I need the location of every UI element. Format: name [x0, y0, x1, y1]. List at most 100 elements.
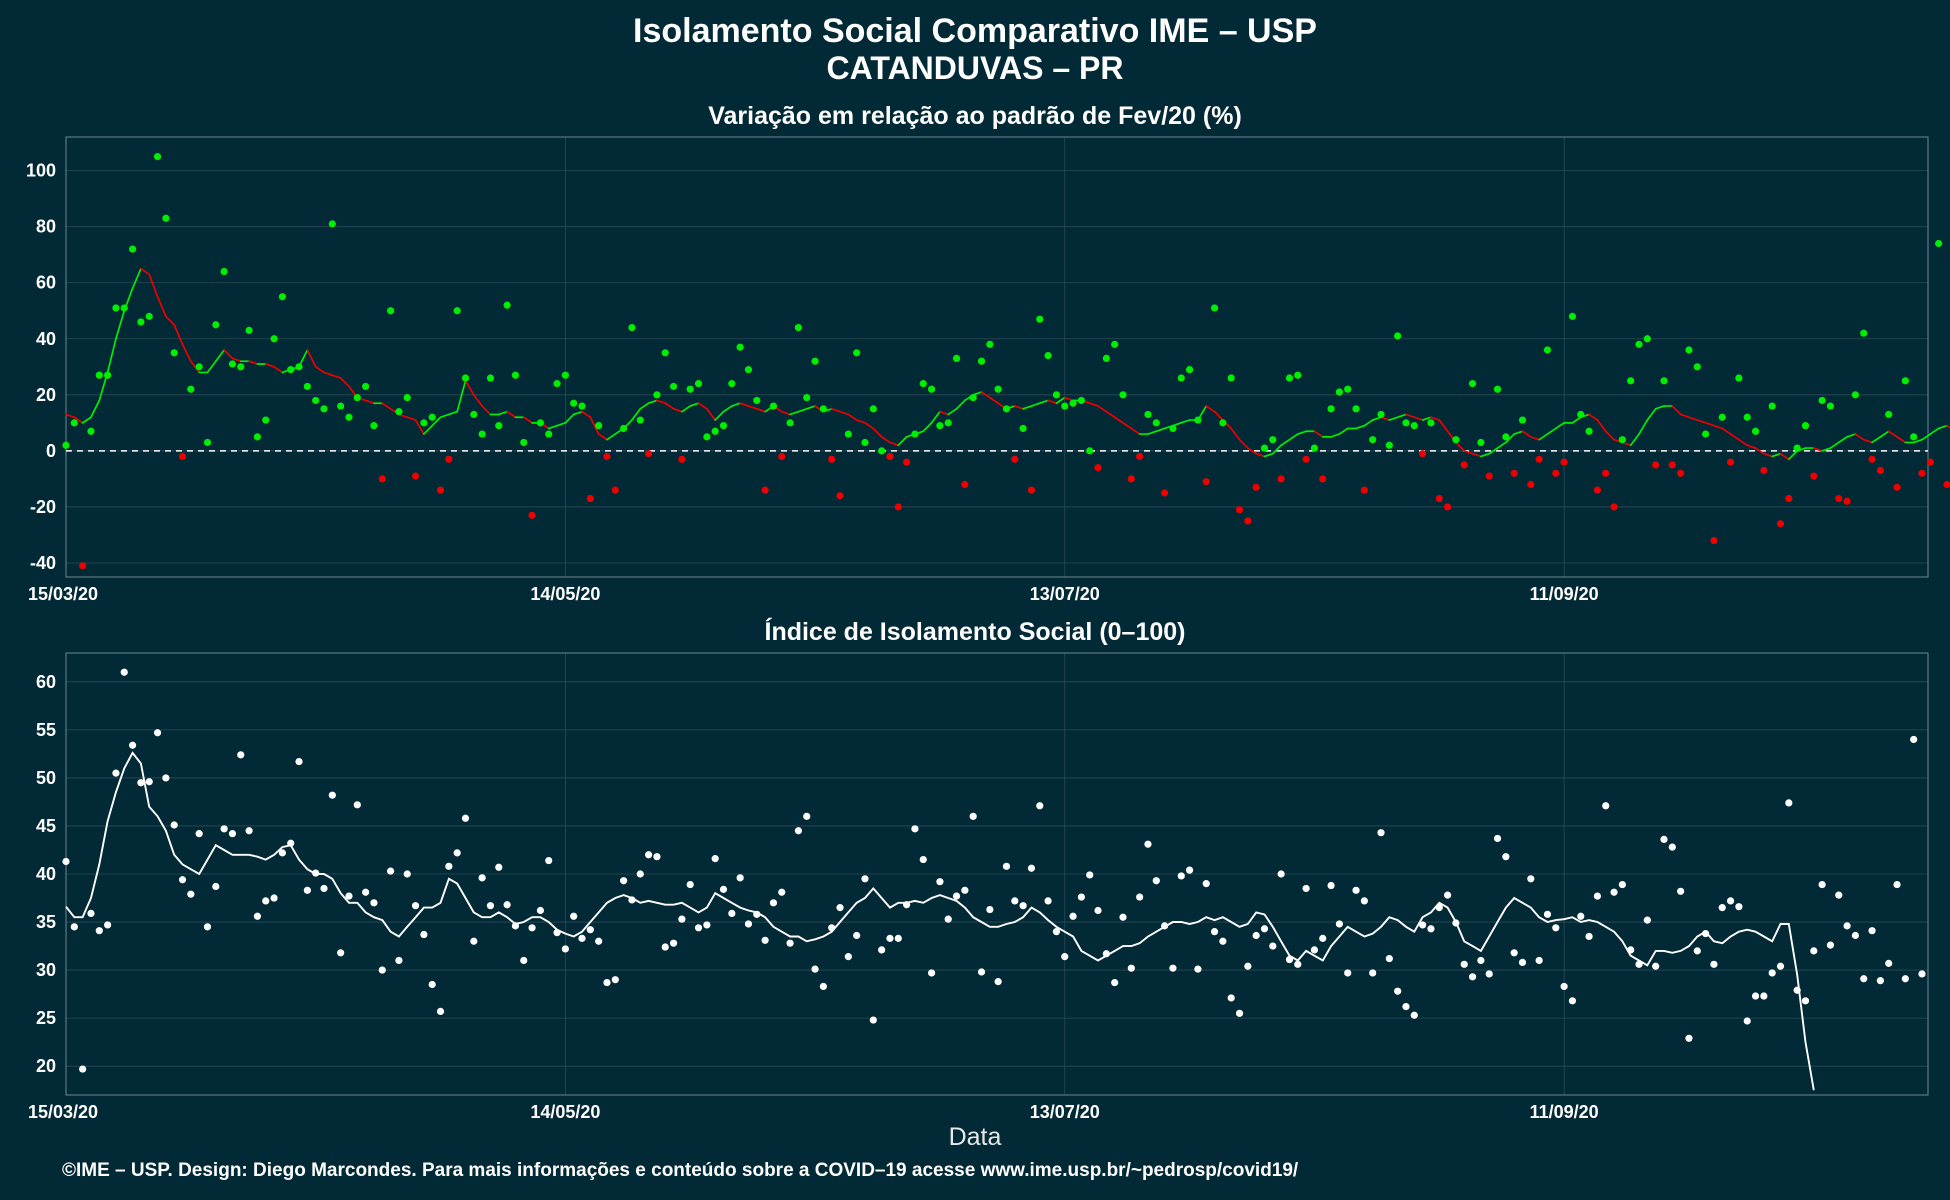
data-point: [520, 956, 528, 965]
data-point: [653, 853, 661, 861]
rolling-mean-segment: [1879, 430, 1890, 438]
data-point: [911, 430, 919, 438]
data-point: [1086, 871, 1094, 879]
data-point: [1377, 829, 1385, 837]
data-point: [861, 875, 869, 883]
data-point: [1510, 949, 1518, 957]
data-point: [1677, 887, 1685, 895]
data-point: [1119, 391, 1127, 399]
data-point: [1510, 469, 1518, 477]
rolling-mean-segment: [339, 377, 350, 388]
rolling-mean-segment: [1230, 427, 1241, 441]
data-point: [1219, 419, 1227, 427]
data-point: [1260, 925, 1269, 933]
rolling-mean-segment: [73, 416, 84, 424]
rolling-mean-segment: [522, 416, 533, 424]
rolling-mean-segment: [1671, 405, 1682, 416]
rolling-mean-segment: [589, 416, 600, 435]
data-point: [645, 851, 653, 859]
data-point: [961, 886, 969, 894]
data-point: [345, 892, 353, 900]
rolling-mean-segment: [830, 407, 841, 413]
data-point: [1102, 950, 1110, 958]
data-point: [137, 779, 145, 787]
data-point: [1535, 455, 1543, 463]
rolling-mean-segment: [497, 410, 508, 416]
data-point: [395, 956, 403, 965]
rolling-mean-segment: [789, 410, 800, 416]
data-point: [1593, 486, 1602, 494]
data-point: [1552, 924, 1560, 932]
data-point: [1244, 517, 1252, 525]
data-point: [1269, 942, 1277, 950]
data-point: [1360, 897, 1368, 905]
data-point: [445, 862, 453, 870]
data-point: [178, 876, 187, 884]
footer-credits: ©IME – USP. Design: Diego Marcondes. Par…: [62, 1160, 1299, 1181]
data-point: [436, 486, 445, 494]
rolling-mean-segment: [181, 343, 192, 363]
data-point: [1793, 986, 1801, 994]
data-point: [620, 424, 628, 433]
data-point: [1061, 953, 1069, 961]
panel-variation-title: Variação em relação ao padrão de Fev/20 …: [708, 102, 1242, 130]
rolling-mean-segment: [381, 402, 392, 410]
data-point: [1560, 982, 1568, 991]
data-point: [1227, 994, 1235, 1002]
rolling-mean-segment: [306, 349, 317, 368]
rolling-mean-segment: [106, 337, 117, 374]
y-tick-label: 55: [36, 720, 56, 740]
rolling-mean-segment: [456, 379, 467, 413]
data-point: [911, 825, 919, 833]
data-point: [1344, 969, 1352, 977]
rolling-mean-segment: [1155, 427, 1166, 433]
data-point: [1493, 834, 1502, 843]
y-tick-label: 80: [36, 217, 56, 237]
rolling-mean-segment: [248, 360, 259, 365]
rolling-mean-segment: [889, 441, 900, 447]
y-tick-label: 40: [36, 329, 56, 349]
data-point: [1652, 962, 1660, 970]
data-point: [245, 827, 253, 835]
data-point: [312, 396, 320, 405]
x-axis-label: Data: [948, 1123, 1002, 1151]
rolling-mean-segment: [1396, 413, 1407, 419]
data-point: [153, 153, 162, 161]
data-point: [628, 323, 636, 332]
rolling-mean-segment: [955, 399, 966, 410]
rolling-mean-segment: [1413, 416, 1424, 421]
data-point: [1161, 922, 1169, 930]
data-point: [1169, 964, 1177, 972]
data-point: [79, 1065, 87, 1073]
rolling-mean-segment: [556, 422, 567, 427]
data-point: [1810, 947, 1818, 955]
data-point: [1635, 340, 1643, 348]
rolling-mean-segment: [1638, 419, 1649, 435]
data-point: [328, 791, 336, 799]
rolling-mean-segment: [1763, 452, 1774, 458]
data-point: [1468, 973, 1477, 981]
data-point: [861, 438, 869, 447]
data-point: [87, 909, 95, 917]
rolling-mean-segment: [1862, 438, 1873, 444]
data-point: [1685, 1034, 1693, 1042]
data-point: [453, 307, 461, 315]
data-point: [1011, 455, 1019, 463]
data-point: [944, 419, 952, 427]
data-point: [611, 976, 619, 984]
data-point: [669, 382, 678, 391]
data-point: [1760, 992, 1768, 1000]
data-point: [553, 380, 561, 388]
rolling-mean-segment: [1929, 427, 1940, 435]
rolling-mean-segment: [1679, 413, 1690, 419]
data-point: [428, 980, 436, 989]
rolling-mean-segment: [264, 363, 275, 368]
data-point: [1901, 975, 1909, 983]
data-point: [1136, 893, 1144, 901]
data-point: [1760, 466, 1768, 475]
data-point: [1702, 430, 1710, 438]
data-point: [187, 385, 195, 393]
data-point: [1652, 461, 1660, 469]
data-point: [586, 926, 594, 934]
rolling-mean-segment: [1455, 441, 1466, 452]
